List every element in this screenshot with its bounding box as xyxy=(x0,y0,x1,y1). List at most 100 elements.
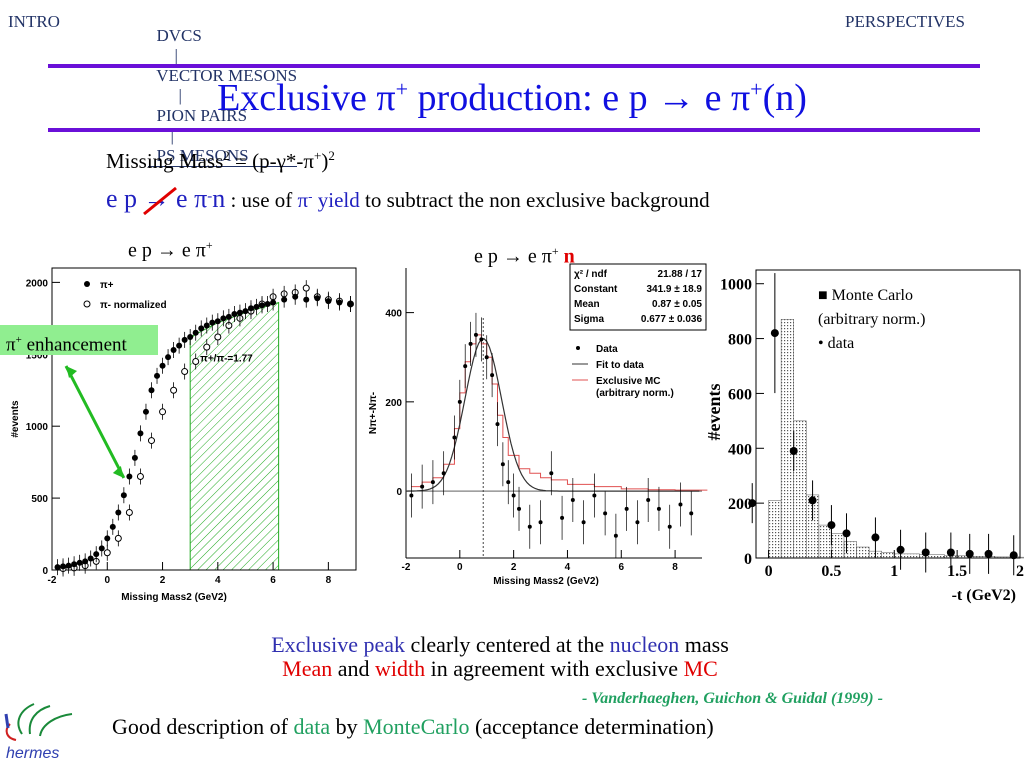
t-data-point xyxy=(896,545,905,554)
pip-point xyxy=(198,325,205,332)
legend-data-label: Data xyxy=(596,344,618,355)
nav-perspectives[interactable]: PERSPECTIVES xyxy=(845,12,965,31)
pip-point xyxy=(192,329,199,336)
mc-bar xyxy=(818,524,832,559)
pip-point xyxy=(176,342,183,349)
pip-point xyxy=(303,296,310,303)
plot3-ytick-label: 0 xyxy=(744,551,752,568)
fit-curve xyxy=(405,338,700,492)
plot3-xtick-label: 1.5 xyxy=(947,563,967,580)
nav-vector-mesons[interactable]: VECTOR MESONS xyxy=(156,66,298,85)
plot2-xlabel: Missing Mass2 (GeV2) xyxy=(493,576,599,587)
citation: - Vanderhaeghen, Guichon & Guidal (1999)… xyxy=(582,690,883,707)
data-point xyxy=(560,515,565,520)
plot2-ytick-label: 0 xyxy=(396,487,402,498)
plot1-xtick-label: 2 xyxy=(160,575,166,586)
plot3-chart: 0 200 400 600 800 1000 0 0.5 1 1.5 2 #events -t (GeV… xyxy=(704,269,1024,604)
pim-point xyxy=(181,368,189,376)
conclusion-line-1: Exclusive peak clearly centered at the n… xyxy=(271,632,729,657)
pim-point xyxy=(103,549,111,557)
pim-point xyxy=(214,333,222,341)
nav-pion-pairs[interactable]: PION PAIRS xyxy=(156,106,248,125)
data-point xyxy=(468,341,473,346)
nav-intro[interactable]: INTRO xyxy=(8,12,60,31)
plot3-frame xyxy=(755,269,1021,559)
data-point xyxy=(495,422,500,427)
plot3-ylabel: #events xyxy=(704,384,724,441)
t-data-point xyxy=(748,499,757,508)
data-point xyxy=(678,502,683,507)
legend-pim-marker xyxy=(83,300,91,308)
pip-point xyxy=(336,299,343,306)
pip-point xyxy=(87,555,94,562)
data-point xyxy=(463,364,468,369)
pip-point xyxy=(170,346,177,353)
pim-point xyxy=(170,386,178,394)
data-point xyxy=(646,498,651,502)
pip-point xyxy=(120,492,127,499)
pip-point xyxy=(165,354,172,361)
data-point xyxy=(441,471,446,476)
stats-value: 21.88 / 17 xyxy=(658,269,703,280)
legend-mc-label: ■ Monte Carlo xyxy=(818,287,913,304)
legend-mc-label: Exclusive MC xyxy=(596,376,660,387)
pim-point xyxy=(203,343,211,351)
data-point xyxy=(517,506,522,511)
plot1-xtick-label: -2 xyxy=(48,575,57,586)
pim-point xyxy=(302,284,310,292)
data-point xyxy=(409,493,414,498)
pip-point xyxy=(60,563,67,570)
stats-value: 0.87 ± 0.05 xyxy=(652,299,702,310)
pim-point xyxy=(136,473,144,481)
mc-bar xyxy=(793,420,807,559)
data-point xyxy=(473,332,478,337)
mc-bar xyxy=(780,319,794,559)
plot3-xtick-label: 1 xyxy=(890,563,898,580)
plot2-chart: 0 200 400 -2 0 2 4 6 8 Nπ+-Nπ- Missing Mass2 (GeV2… xyxy=(368,263,708,587)
conclusion-line-2: Mean and width in agreement with exclusi… xyxy=(282,656,718,681)
pip-point xyxy=(98,545,105,552)
pip-point xyxy=(209,319,216,326)
nav-separator: | xyxy=(170,126,174,145)
plot1-ytick-label: 500 xyxy=(31,494,48,505)
plot2-xtick-label: 2 xyxy=(511,562,517,573)
pim-point xyxy=(147,437,155,445)
enhancement-arrow xyxy=(64,365,126,479)
nav-center: DVCS | VECTOR MESONS | PION PAIRS | PS M… xyxy=(148,6,298,167)
legend-pim-label: π- normalized xyxy=(100,300,167,311)
ratio-label: π+/π-=1.77 xyxy=(200,353,253,364)
mc-histogram xyxy=(411,334,708,491)
plot2-xtick-label: 8 xyxy=(672,562,678,573)
nav-dvcs[interactable]: DVCS xyxy=(156,26,202,45)
pim-point xyxy=(192,357,200,365)
t-data-point xyxy=(965,549,974,558)
data-point xyxy=(570,498,575,502)
pip-point xyxy=(76,559,83,566)
plot1-xtick-label: 8 xyxy=(326,575,332,586)
plot2-xtick-label: 4 xyxy=(565,562,571,573)
nav-ps-mesons[interactable]: PS MESONS xyxy=(156,146,249,165)
pip-point xyxy=(231,311,238,318)
enhancement-label: π+ enhancement xyxy=(0,325,158,355)
plot1-ytick-label: 0 xyxy=(42,566,48,577)
stats-value: 341.9 ± 18.9 xyxy=(646,284,702,295)
data-point xyxy=(500,462,505,467)
stats-key: χ² / ndf xyxy=(574,269,608,280)
pip-point xyxy=(109,523,116,530)
t-data-point xyxy=(808,496,817,505)
plot1-ytick-label: 1000 xyxy=(26,422,49,433)
legend-pip-marker xyxy=(84,281,90,287)
plot2-caption: e p → e π+ n xyxy=(474,244,575,268)
plot2-ylabel: Nπ+-Nπ- xyxy=(368,392,379,434)
data-point xyxy=(635,520,640,525)
pip-point xyxy=(148,387,155,394)
pip-point xyxy=(104,535,111,542)
plot1-ytick-label: 2000 xyxy=(26,278,49,289)
pip-point xyxy=(225,313,232,320)
legend-pip-label: π+ xyxy=(100,280,114,291)
t-data-point xyxy=(1009,551,1018,560)
data-point xyxy=(689,511,694,516)
t-data-point xyxy=(984,549,993,558)
pip-point xyxy=(314,295,321,302)
hatched-region xyxy=(189,301,280,571)
